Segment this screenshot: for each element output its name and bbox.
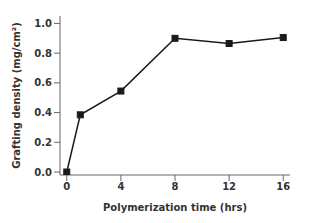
svg-text:Polymerization time (hrs): Polymerization time (hrs) — [103, 202, 247, 213]
svg-text:0.0: 0.0 — [34, 167, 52, 178]
svg-text:4: 4 — [117, 181, 124, 192]
svg-text:0: 0 — [63, 181, 70, 192]
svg-text:0.8: 0.8 — [34, 48, 52, 59]
svg-text:1.0: 1.0 — [34, 18, 52, 29]
svg-text:8: 8 — [172, 181, 179, 192]
svg-text:12: 12 — [222, 181, 236, 192]
svg-text:16: 16 — [276, 181, 290, 192]
svg-text:0.2: 0.2 — [34, 137, 52, 148]
svg-text:0.4: 0.4 — [34, 107, 52, 118]
svg-text:0.6: 0.6 — [34, 77, 52, 88]
svg-text:Grafting density (mg/cm²): Grafting density (mg/cm²) — [11, 22, 22, 169]
